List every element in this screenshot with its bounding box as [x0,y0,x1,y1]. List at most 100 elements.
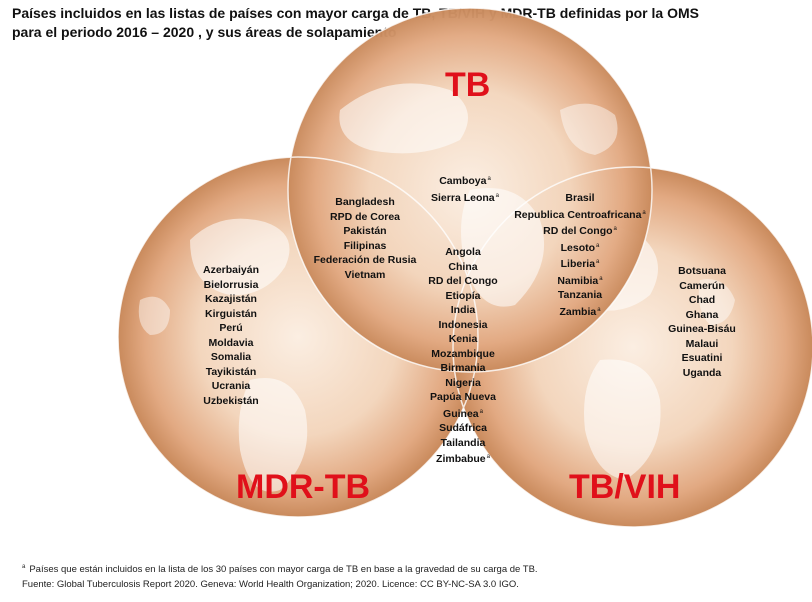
country-name: India [450,304,476,316]
footnote-text: Países que están incluidos en la lista d… [29,564,538,575]
list-all-three: Angola China RD del Congo Etiopía India Indon… [413,245,513,467]
country-name: Chad [688,294,716,306]
country-name: Camerún [679,279,725,292]
country-item: Perú [176,321,286,336]
country-name: Filipinas [343,239,387,252]
circle-outlines [117,7,812,528]
country-name: Nigeria [445,376,481,389]
country-name: Angola [445,246,481,258]
country-item: Camboyaa [410,172,520,189]
country-name: Zimbabue [436,453,486,465]
list-mdr-only: Azerbaiyán Bielorrusia Kazajistán Kirguistá… [176,263,286,408]
country-item: Tayikistán [176,365,286,380]
country-item: Guinea-Bisáu [652,322,752,337]
footnote-marker: a [597,306,601,313]
country-item: Tailandia [413,436,513,451]
label-tb-vih: TB/VIH [569,468,681,506]
country-item: RPD de Corea [300,210,430,225]
country-item: Zimbabuea [413,450,513,467]
country-name: Ghana [685,308,719,321]
country-item: Namibiaa [505,272,655,289]
footnote-marker: a [642,209,646,216]
country-name: Ucrania [211,380,251,392]
list-tb-mdr: Bangladesh RPD de Corea Pakistán Filipinas F… [300,195,430,282]
country-name: Indonesia [438,318,488,331]
country-name: Perú [219,322,243,334]
country-item: Botsuana [652,264,752,279]
country-name: Botsuana [678,265,726,277]
country-name: Tailandia [440,436,486,449]
country-name: Sudáfrica [439,422,487,434]
country-item: Brasil [505,191,655,206]
country-name: Liberia [560,258,596,270]
country-item: Esuatini [652,351,752,366]
footnote-marker: a [495,192,499,199]
footnote-source: Fuente: Global Tuberculosis Report 2020.… [22,579,519,590]
country-name: Republica Centroafricana [514,208,642,221]
country-item: Bangladesh [300,195,430,210]
country-item: Pakistán [300,224,430,239]
country-name: Bielorrusia [203,278,259,291]
country-item: Kenia [413,332,513,347]
country-item: Azerbaiyán [176,263,286,278]
country-item: Kazajistán [176,292,286,307]
footnote-marker: a [596,259,600,265]
country-name: RD del Congo [543,225,613,237]
country-name: Birmania [440,362,486,374]
country-name: Etiopía [445,289,481,302]
country-item: Kirguistán [176,307,286,322]
country-name: Camboya [439,175,487,187]
country-name: Moldavia [208,336,254,349]
country-name: Kirguistán [205,307,257,320]
country-item: Guineaa [413,405,513,422]
country-name: Pakistán [343,225,387,237]
country-item: Uzbekistán [176,394,286,409]
list-vih-only: Botsuana Camerún Chad Ghana Guinea-Bisáu Mala… [652,264,752,380]
country-item: Bielorrusia [176,278,286,293]
country-name: Azerbaiyán [202,264,260,276]
country-item: Sierra Leonaa [410,189,520,206]
country-name: Sierra Leona [431,191,495,204]
country-name: Tanzania [557,289,603,301]
country-item: Republica Centroafricanaa [505,206,655,223]
country-name: Guinea [443,407,479,420]
country-item: Somalia [176,350,286,365]
country-item: Liberiaa [505,255,655,272]
country-item: Angola [413,245,513,260]
footnote-marker: a [596,242,600,249]
country-item: Tanzania [505,288,655,303]
country-item: Indonesia [413,318,513,333]
footnote-marker: a [613,226,617,232]
country-item: Mozambique [413,347,513,362]
country-item: RD del Congoa [505,222,655,239]
list-tb-only: Camboyaa Sierra Leonaa [410,172,520,205]
country-item: Papúa Nueva [413,390,513,405]
country-item: Etiopía [413,289,513,304]
country-name: Uganda [682,366,722,379]
country-item: Filipinas [300,239,430,254]
country-item: Zambiaa [505,303,655,320]
country-item: Nigeria [413,376,513,391]
footnote-marker: a [479,408,483,415]
footnote-marker: a [487,176,491,182]
country-name: Tayikistán [205,365,257,378]
country-name: Somalia [210,351,252,363]
country-name: Mozambique [431,347,495,360]
country-item: Ucrania [176,379,286,394]
country-name: RD del Congo [428,275,498,287]
country-item: Lesotoa [505,239,655,256]
label-mdr-tb: MDR-TB [236,468,371,506]
country-name: China [448,260,478,273]
country-item: Federación de Rusia [300,253,430,268]
country-name: Uzbekistán [203,394,259,407]
footnote: a Países que están incluidos en la lista … [22,560,538,592]
country-item: China [413,260,513,275]
footnote-line-1: a Países que están incluidos en la lista … [22,560,538,577]
country-item: Uganda [652,366,752,381]
country-name: Brasil [565,192,595,204]
country-name: Zambia [559,305,597,318]
country-item: RD del Congo [413,274,513,289]
globe-tb [288,8,652,372]
list-tb-vih-overlap: Brasil Republica Centroafricanaa RD del Co… [505,191,655,319]
